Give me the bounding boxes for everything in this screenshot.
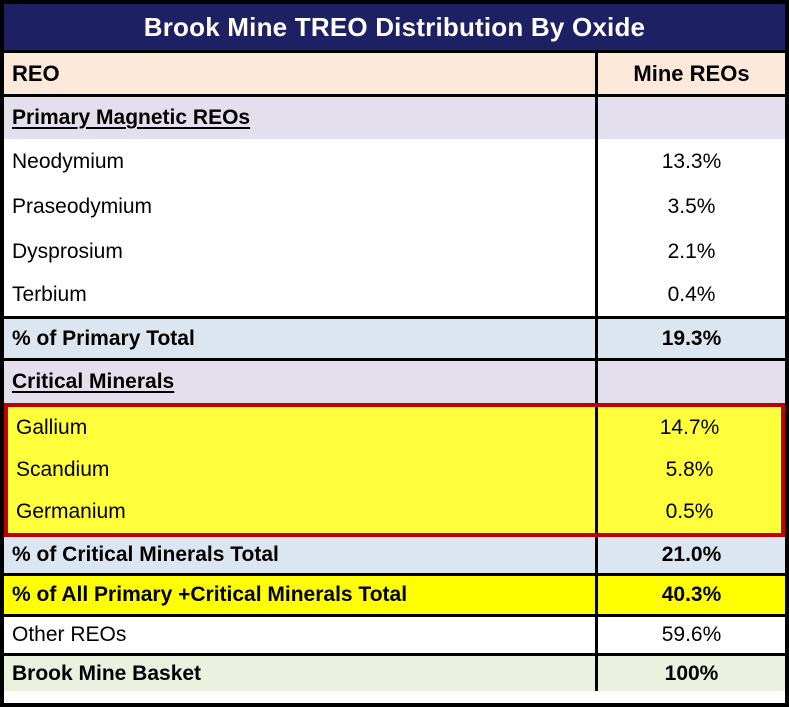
value-label: 0.4% <box>667 283 716 306</box>
header-row: REO Mine REOs <box>4 53 785 97</box>
header-reo-label: REO <box>12 60 60 86</box>
row-dysprosium: Dysprosium 2.1% <box>4 229 785 274</box>
value-cell: 0.4% <box>598 274 785 316</box>
reo-cell: Neodymium <box>4 139 598 184</box>
reo-cell: % of Primary Total <box>4 319 598 358</box>
section-label: Critical Minerals <box>12 370 175 393</box>
subtotal-label: % of Primary Total <box>12 326 195 350</box>
value-label: 21.0% <box>661 543 722 566</box>
row-primary-magnetic-reos: Primary Magnetic REOs <box>4 97 785 139</box>
table-title: Brook Mine TREO Distribution By Oxide <box>4 4 785 53</box>
value-label: 100% <box>664 661 719 685</box>
value-label: 0.5% <box>665 500 714 523</box>
value-cell: 19.3% <box>598 319 785 358</box>
row-other-reos: Other REOs 59.6% <box>4 617 785 656</box>
reo-label: Dysprosium <box>12 239 123 263</box>
value-label: 2.1% <box>667 239 716 263</box>
value-cell: 59.6% <box>598 617 785 653</box>
row-gallium: Gallium 14.7% <box>8 407 781 449</box>
subtotal-label: % of Critical Minerals Total <box>12 543 279 566</box>
value-label: 40.3% <box>661 583 722 606</box>
row-scandium: Scandium 5.8% <box>8 449 781 491</box>
critical-minerals-highlight-box: Gallium 14.7% Scandium 5.8% Germanium 0.… <box>4 403 785 537</box>
reo-cell: Germanium <box>8 491 598 533</box>
row-all-primary-critical-total: % of All Primary +Critical Minerals Tota… <box>4 576 785 617</box>
row-terbium: Terbium 0.4% <box>4 274 785 316</box>
reo-label: Other REOs <box>12 623 127 646</box>
reo-label: Gallium <box>16 416 88 439</box>
value-cell: 13.3% <box>598 139 785 184</box>
value-label: 5.8% <box>665 458 714 481</box>
reo-label: Scandium <box>16 458 110 481</box>
reo-cell: % of Critical Minerals Total <box>4 537 598 573</box>
reo-cell: Critical Minerals <box>4 361 598 403</box>
row-critical-minerals-total: % of Critical Minerals Total 21.0% <box>4 537 785 576</box>
value-cell: 0.5% <box>598 491 781 533</box>
total-label-cell: Brook Mine Basket <box>4 656 598 691</box>
grand-total-label: % of All Primary +Critical Minerals Tota… <box>12 583 408 606</box>
row-neodymium: Neodymium 13.3% <box>4 139 785 184</box>
header-mine-reos-cell: Mine REOs <box>598 53 785 94</box>
reo-label: Praseodymium <box>12 194 153 218</box>
reo-cell: Primary Magnetic REOs <box>4 97 598 139</box>
reo-label: Terbium <box>12 283 87 306</box>
value-label: 14.7% <box>659 416 720 439</box>
value-cell: 3.5% <box>598 184 785 229</box>
reo-cell: % of All Primary +Critical Minerals Tota… <box>4 576 598 614</box>
reo-cell: Other REOs <box>4 617 598 653</box>
value-label: 13.3% <box>661 149 722 173</box>
value-cell: 2.1% <box>598 229 785 274</box>
row-brook-mine-basket: Brook Mine Basket 100% <box>4 656 785 691</box>
section-label: Primary Magnetic REOs <box>12 106 251 129</box>
total-label: Brook Mine Basket <box>12 661 202 685</box>
reo-label: Neodymium <box>12 149 125 173</box>
reo-cell: Gallium <box>8 407 598 449</box>
row-critical-minerals: Critical Minerals <box>4 361 785 403</box>
value-cell <box>598 97 785 139</box>
value-label: 19.3% <box>661 326 722 350</box>
reo-cell: Scandium <box>8 449 598 491</box>
reo-cell: Dysprosium <box>4 229 598 274</box>
value-cell: 5.8% <box>598 449 781 491</box>
row-primary-total: % of Primary Total 19.3% <box>4 316 785 361</box>
reo-label: Germanium <box>16 500 126 523</box>
reo-cell: Praseodymium <box>4 184 598 229</box>
value-label: 59.6% <box>661 623 722 646</box>
value-label: 3.5% <box>667 194 716 218</box>
value-cell: 14.7% <box>598 407 781 449</box>
value-cell: 40.3% <box>598 576 785 614</box>
value-cell: 21.0% <box>598 537 785 573</box>
row-praseodymium: Praseodymium 3.5% <box>4 184 785 229</box>
value-cell: 100% <box>598 656 785 691</box>
value-cell <box>598 361 785 403</box>
reo-cell: Terbium <box>4 274 598 316</box>
header-mine-reos-label: Mine REOs <box>633 60 750 86</box>
header-reo-cell: REO <box>4 53 598 94</box>
row-germanium: Germanium 0.5% <box>8 491 781 533</box>
